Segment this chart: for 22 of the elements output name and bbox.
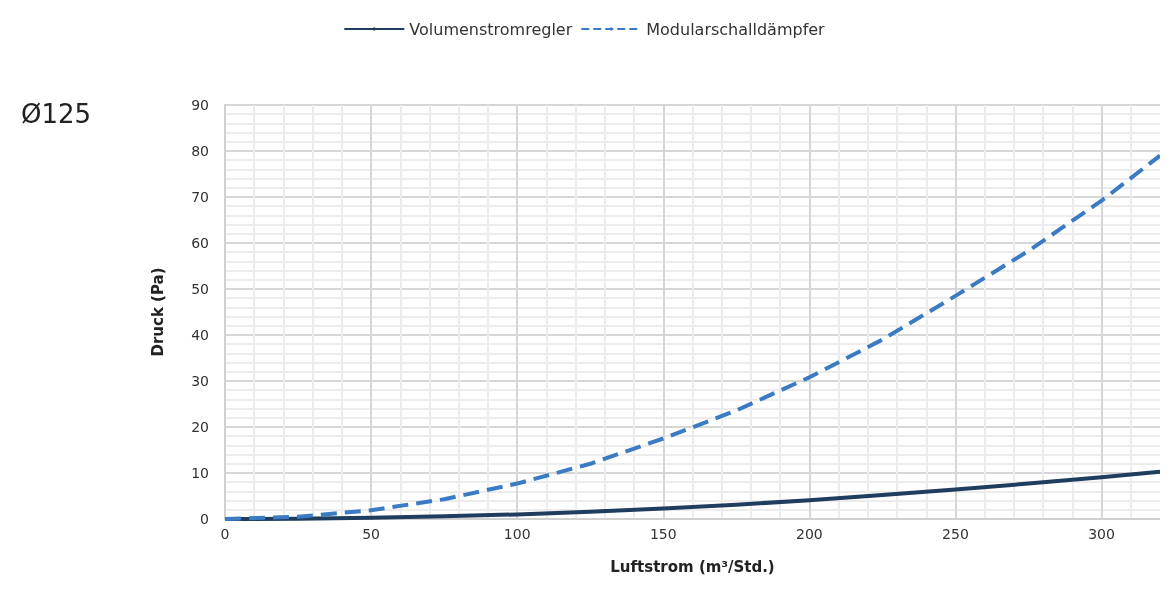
y-tick-label: 70 (191, 189, 209, 205)
y-tick-label: 50 (191, 281, 209, 297)
chart-title: Ø125 (21, 99, 92, 129)
legend-label: Volumenstromregler (409, 19, 573, 39)
x-tick-label: 50 (362, 526, 381, 542)
x-tick-label: 0 (220, 526, 230, 542)
legend-label: Modularschalldämpfer (646, 19, 826, 39)
y-axis-title: Druck (Pa) (148, 267, 167, 357)
y-tick-label: 40 (191, 327, 209, 343)
y-tick-label: 30 (191, 373, 209, 389)
x-tick-label: 250 (942, 526, 969, 542)
y-tick-label: 10 (191, 465, 209, 481)
y-tick-label: 80 (191, 143, 209, 159)
y-tick-label: 0 (200, 511, 209, 527)
x-tick-label: 300 (1088, 526, 1115, 542)
x-tick-label: 150 (649, 526, 677, 542)
y-tick-label: 60 (191, 235, 209, 251)
x-axis-title: Luftstrom (m³/Std.) (610, 557, 775, 576)
y-tick-label: 90 (191, 97, 209, 113)
x-tick-label: 200 (796, 526, 823, 542)
y-tick-label: 20 (191, 419, 209, 435)
x-tick-label: 100 (503, 526, 531, 542)
